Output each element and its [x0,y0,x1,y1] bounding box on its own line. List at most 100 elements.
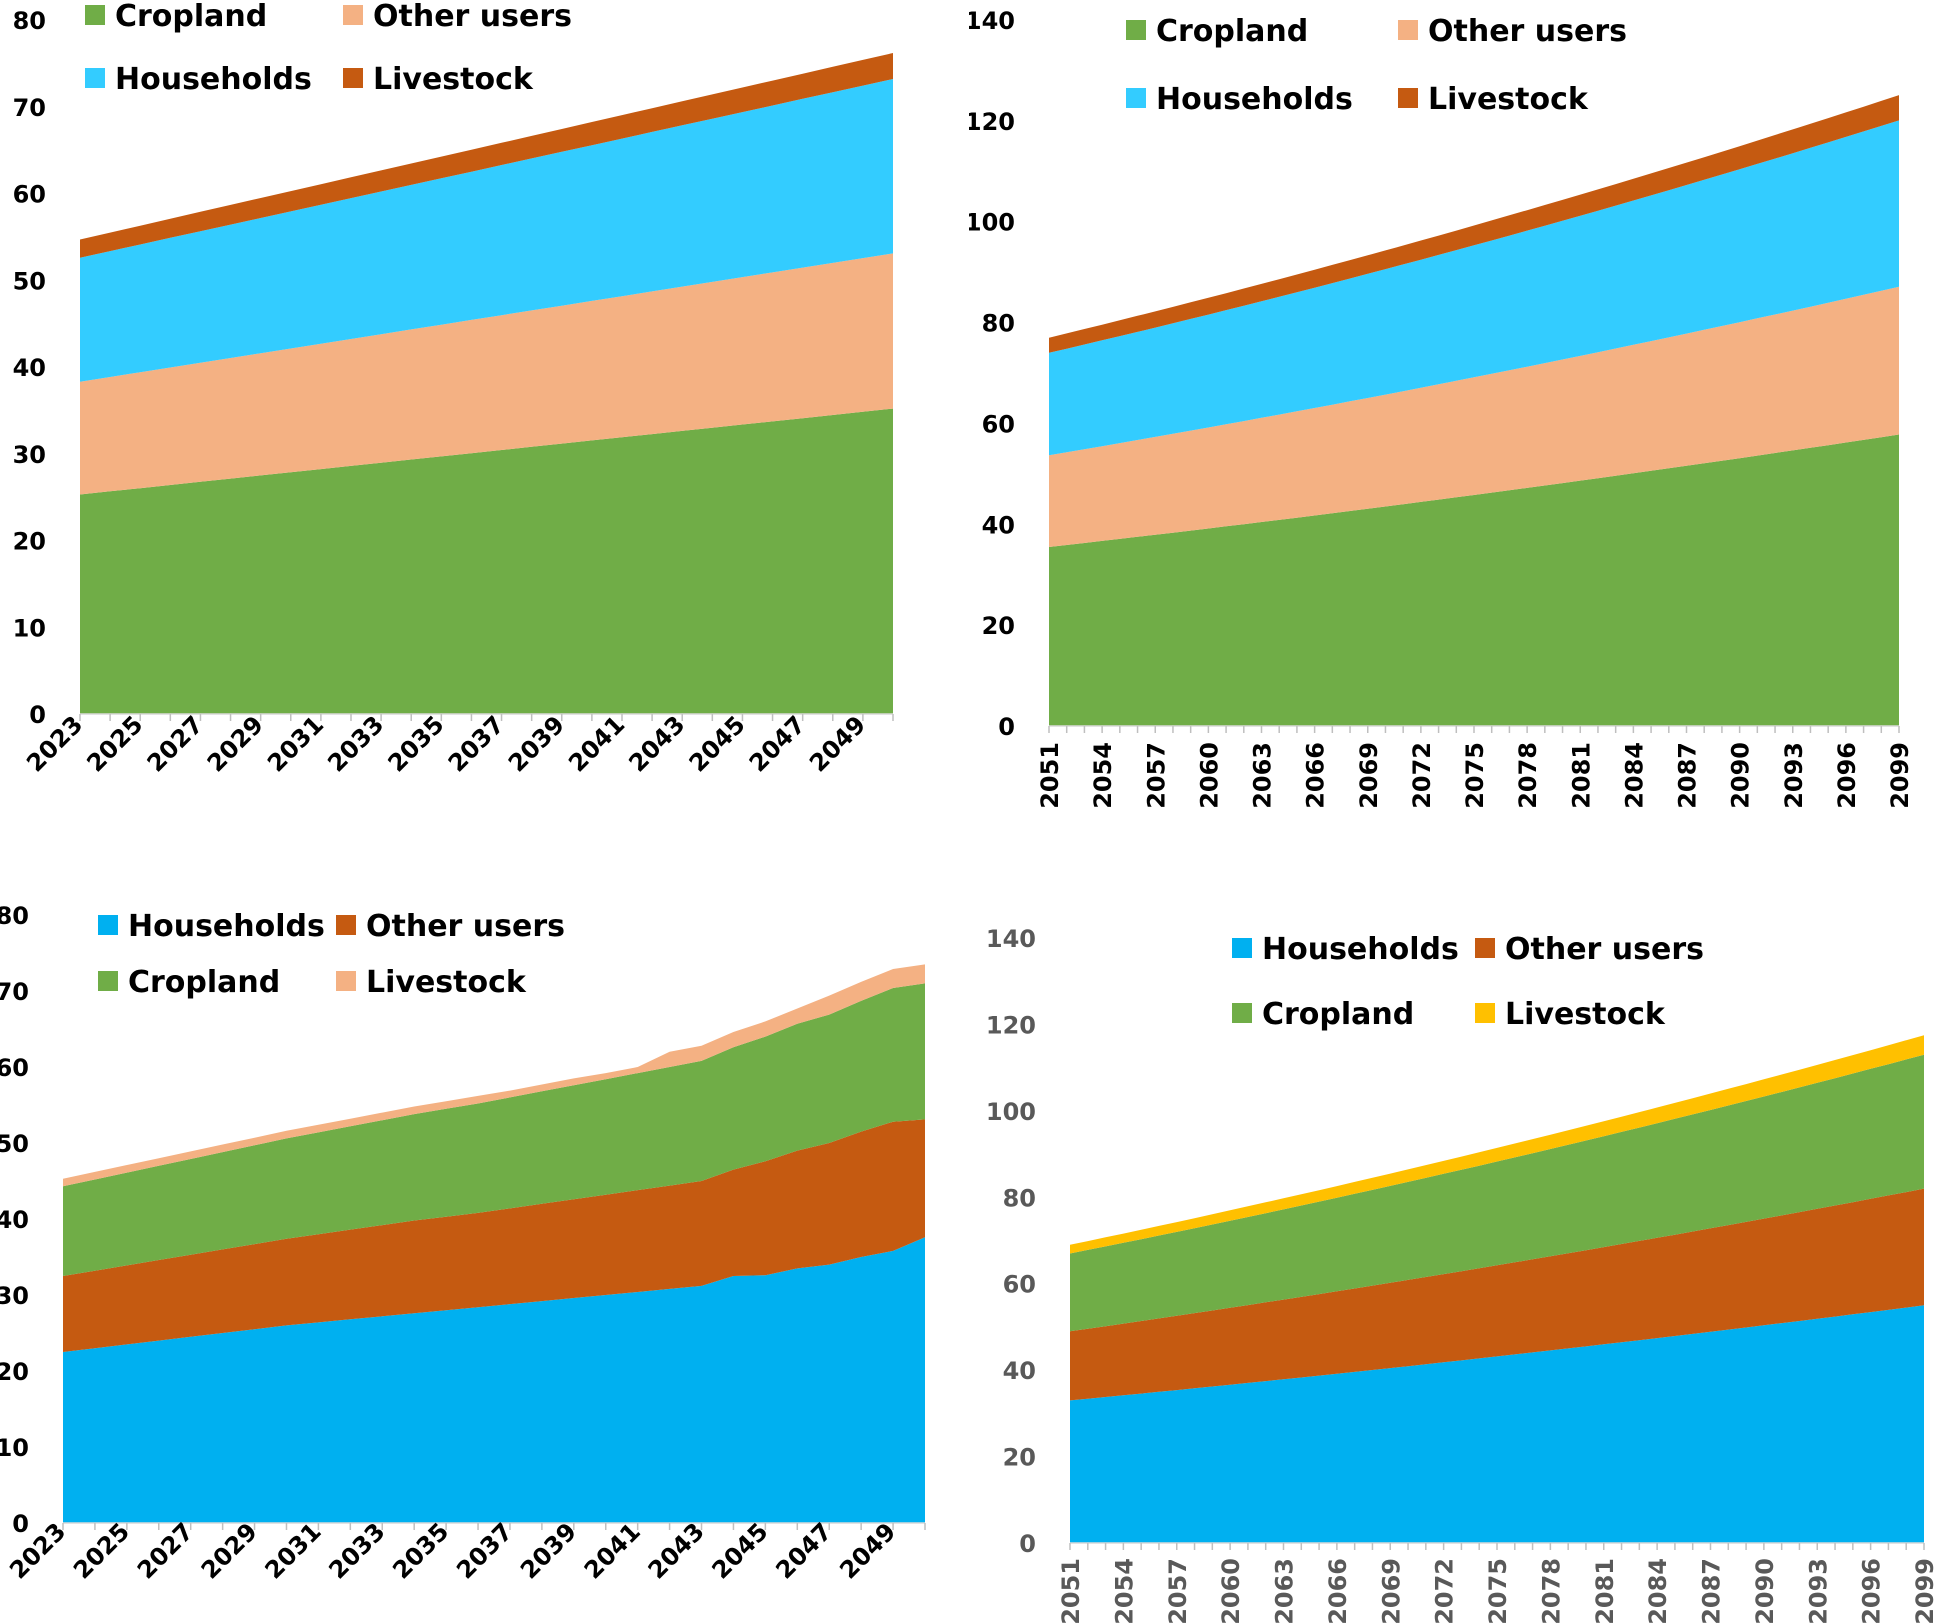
x-tick-label: 2078 [1537,1558,1565,1623]
area-other-users [63,1119,925,1352]
x-tick-label: 2066 [1324,1558,1352,1623]
area-households [80,79,893,382]
y-tick-label: 30 [0,1282,29,1310]
x-tick-label: 2049 [804,710,871,777]
y-tick-label: 60 [982,410,1015,438]
legend-swatch [98,915,118,935]
legend-item-other-users: Other users [336,909,565,944]
x-tick-label: 2060 [1217,1558,1245,1623]
x-tick-label: 2087 [1698,1558,1726,1623]
y-tick-label: 120 [986,1011,1036,1039]
legend-item-livestock: Livestock [343,62,534,97]
legend-item-cropland: Cropland [85,0,267,34]
legend-item-livestock: Livestock [1398,82,1589,117]
legend-label: Cropland [1262,997,1414,1032]
x-tick-label: 2072 [1408,742,1436,809]
x-tick-label: 2099 [1911,1558,1938,1623]
area-households [63,1237,925,1523]
x-tick-label: 2054 [1110,1558,1138,1623]
x-tick-label: 2099 [1886,742,1914,809]
y-tick-label: 80 [0,902,29,930]
y-tick-label: 20 [1003,1444,1036,1472]
x-tick-label: 2081 [1567,742,1595,809]
legend-swatch [336,971,356,991]
x-tick-label: 2069 [1355,742,1383,809]
x-tick-label: 2075 [1461,742,1489,809]
x-tick-label: 2029 [202,710,269,777]
x-tick-label: 2081 [1591,1558,1619,1623]
legend-item-cropland: Cropland [1126,14,1308,49]
y-tick-label: 100 [969,209,1015,237]
y-tick-label: 60 [1003,1271,1036,1299]
area-livestock [1070,1035,1924,1254]
x-tick-label: 2090 [1751,1558,1779,1623]
x-tick-label: 2033 [322,710,389,777]
legend-swatch [336,915,356,935]
y-tick-label: 0 [998,713,1015,741]
y-tick-label: 40 [13,354,46,382]
x-tick-label: 2041 [579,1517,646,1584]
x-tick-label: 2084 [1644,1558,1672,1623]
x-tick-label: 2093 [1780,742,1808,809]
legend-label: Cropland [128,965,280,1000]
y-tick-label: 60 [0,1054,29,1082]
legend-label: Other users [1505,932,1704,967]
legend-label: Other users [366,909,565,944]
y-tick-label: 80 [982,310,1015,338]
x-tick-label: 2054 [1089,742,1117,809]
area-other-users [80,253,893,495]
x-tick-label: 2025 [68,1517,135,1584]
area-livestock [1049,95,1899,353]
x-tick-label: 2035 [387,1517,454,1584]
y-tick-label: 40 [1003,1357,1036,1385]
y-tick-label: 0 [12,1510,29,1538]
area-livestock [80,53,893,258]
legend-item-other-users: Other users [1398,14,1627,49]
y-tick-label: 20 [13,528,46,556]
legend-item-households: Households [98,909,325,944]
legend-item-livestock: Livestock [336,965,527,1000]
x-tick-label: 2096 [1858,1558,1886,1623]
area-cropland [1049,434,1899,726]
area-other-users [1049,286,1899,547]
x-tick-label: 2039 [515,1517,582,1584]
legend-swatch [1398,88,1418,108]
x-tick-label: 2041 [563,710,630,777]
legend-item-other-users: Other users [1475,932,1704,967]
legend-swatch [343,68,363,88]
area-livestock [63,964,925,1187]
legend-swatch [85,68,105,88]
legend-item-livestock: Livestock [1475,997,1666,1032]
x-tick-label: 2051 [1036,742,1064,809]
x-tick-label: 2027 [142,710,209,777]
x-tick-label: 2037 [443,710,510,777]
x-tick-label: 2093 [1804,1558,1832,1623]
x-tick-label: 2084 [1620,742,1648,809]
x-tick-label: 2029 [196,1517,263,1584]
legend-swatch [343,5,363,25]
legend-swatch [85,5,105,25]
x-tick-label: 2031 [260,1517,327,1584]
y-tick-label: 70 [13,94,46,122]
area-households [1070,1305,1924,1543]
area-cropland [1070,1054,1924,1332]
y-tick-label: 40 [982,511,1015,539]
y-tick-label: 50 [13,267,46,295]
chart-bottom-right: 0 20 40 60 80 100 120 140 2051 2054 2057 2060 2063 20… [986,925,1938,1623]
y-tick-label: 80 [13,7,46,35]
area-other-users [1070,1188,1924,1401]
x-tick-label: 2063 [1271,1558,1299,1623]
y-tick-label: 20 [982,612,1015,640]
legend-label: Other users [1428,14,1627,49]
y-tick-label: 140 [986,925,1036,953]
area-households [1049,120,1899,456]
chart-top-right: 0 20 40 60 80 100 120 140 2051 2054 2057 2060 2063 20… [969,7,1914,809]
x-tick-label: 2075 [1484,1558,1512,1623]
legend-swatch [1475,1003,1495,1023]
x-tick-label: 2057 [1164,1558,1192,1623]
legend-swatch [1126,20,1146,40]
y-tick-label: 10 [0,1434,29,1462]
x-tick-label: 2045 [707,1517,774,1584]
y-tick-label: 30 [13,441,46,469]
legend-label: Cropland [1156,14,1308,49]
